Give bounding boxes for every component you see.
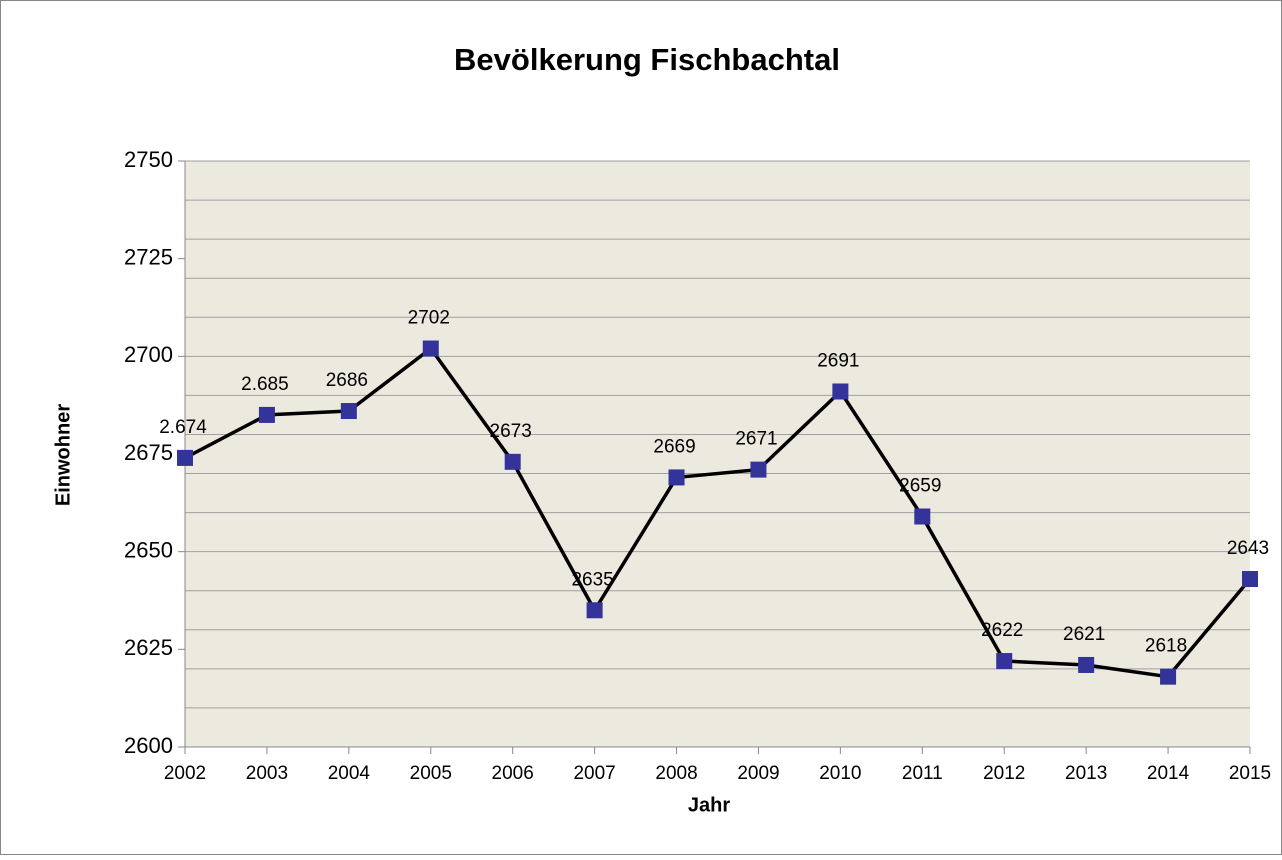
data-point — [177, 449, 193, 466]
x-tick-label: 2009 — [737, 763, 779, 784]
y-tick-label: 2650 — [124, 537, 173, 562]
x-tick-label: 2003 — [246, 763, 288, 784]
data-label: 2702 — [408, 308, 450, 329]
data-point — [1242, 571, 1258, 588]
x-axis-label: Jahr — [688, 794, 730, 816]
x-tick-label: 2010 — [819, 763, 861, 784]
y-tick-label: 2625 — [124, 635, 173, 660]
data-point — [914, 508, 931, 525]
data-point — [750, 461, 767, 478]
data-point — [668, 469, 685, 486]
chart-title: Bevölkerung Fischbachtal — [454, 42, 840, 77]
data-point — [340, 403, 357, 420]
data-label: 2.674 — [159, 417, 207, 438]
data-label: 2669 — [653, 436, 695, 457]
data-label: 2686 — [326, 370, 368, 391]
x-tick-label: 2008 — [655, 763, 697, 784]
y-tick-label: 2600 — [124, 733, 173, 758]
y-tick-label: 2700 — [124, 342, 173, 367]
data-point — [1078, 656, 1095, 673]
series-line — [184, 346, 1252, 679]
y-tick-label: 2725 — [124, 244, 173, 269]
data-label: 2635 — [571, 569, 613, 590]
data-point — [504, 453, 521, 470]
x-tick-label: 2013 — [1065, 763, 1107, 784]
x-tick-label: 2006 — [492, 763, 534, 784]
x-tick-label: 2002 — [164, 763, 206, 784]
data-label: 2.685 — [241, 374, 289, 395]
x-tick-label: 2004 — [328, 763, 371, 784]
x-tick-label: 2012 — [983, 763, 1025, 784]
data-label: 2622 — [981, 620, 1023, 641]
y-axis-label: Einwohner — [52, 404, 74, 506]
x-tick-label: 2014 — [1147, 763, 1190, 784]
data-point — [258, 406, 275, 423]
x-tick-label: 2015 — [1229, 763, 1271, 784]
data-point — [832, 383, 849, 400]
data-point — [996, 653, 1013, 670]
data-label: 2673 — [490, 421, 532, 442]
x-tick-label: 2005 — [410, 763, 452, 784]
plot-area — [185, 161, 1250, 747]
data-label: 2621 — [1063, 624, 1105, 645]
y-tick-label: 2675 — [124, 440, 173, 465]
data-point — [422, 340, 439, 357]
data-label: 2671 — [735, 429, 777, 450]
data-label: 2659 — [899, 476, 941, 497]
x-tick-label: 2011 — [902, 763, 943, 784]
data-label: 2618 — [1145, 636, 1187, 657]
x-tick-label: 2007 — [573, 763, 615, 784]
data-point — [586, 602, 603, 619]
data-label: 2643 — [1227, 538, 1269, 559]
data-label: 2691 — [817, 351, 859, 372]
data-point — [1160, 668, 1177, 685]
y-tick-label: 2750 — [124, 147, 173, 172]
